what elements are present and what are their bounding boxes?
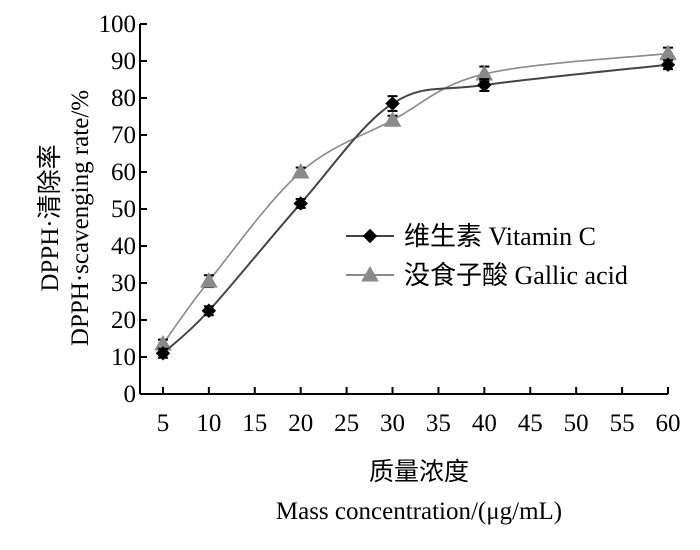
- data-point: [385, 96, 400, 111]
- x-ticks: 5 10 15 20 25 30 35 40 45 50 55 60: [157, 387, 681, 437]
- x-tick-label: 45: [518, 410, 543, 437]
- y-tick-label: 0: [124, 381, 137, 408]
- x-axis-title-cn: 质量浓度: [369, 458, 469, 486]
- series-layer: [154, 44, 677, 361]
- x-tick-label: 40: [472, 410, 497, 437]
- legend-label: 维生素 Vitamin C: [404, 222, 596, 251]
- x-tick-label: 10: [196, 410, 221, 437]
- x-tick-label: 50: [564, 410, 589, 437]
- x-tick-label: 60: [656, 410, 681, 437]
- data-point: [155, 346, 171, 361]
- legend-item: 没食子酸 Gallic acid: [346, 261, 628, 290]
- legend-marker: [361, 265, 379, 282]
- axes: 5 10 15 20 25 30 35 40 45 50 55 60 0 10 20 30 40 50 60 70 8…: [99, 11, 681, 437]
- x-tick-label: 15: [242, 410, 267, 437]
- y-tick-label: 50: [111, 196, 136, 223]
- y-tick-label: 80: [111, 85, 136, 112]
- series-gallic-acid: [154, 44, 677, 351]
- x-tick-label: 35: [426, 410, 451, 437]
- x-tick-label: 25: [334, 410, 359, 437]
- y-axis-title-cn: DPPH·清除率: [36, 144, 64, 291]
- data-point: [201, 303, 217, 318]
- x-tick-label: 30: [380, 410, 405, 437]
- x-tick-label: 55: [610, 410, 635, 437]
- legend-label: 没食子酸 Gallic acid: [404, 261, 628, 290]
- x-axis-title-en: Mass concentration/(μg/mL): [276, 498, 562, 525]
- data-point: [291, 162, 310, 179]
- data-point: [660, 57, 676, 72]
- y-tick-label: 100: [99, 11, 137, 38]
- series-line: [162, 63, 669, 355]
- y-tick-label: 40: [111, 233, 136, 260]
- data-point: [200, 272, 218, 288]
- legend-item: 维生素 Vitamin C: [346, 222, 596, 251]
- y-tick-label: 70: [111, 122, 136, 149]
- data-point: [383, 111, 402, 127]
- y-tick-label: 10: [111, 344, 136, 371]
- y-tick-label: 20: [111, 307, 136, 334]
- legend: 维生素 Vitamin C 没食子酸 Gallic acid: [346, 222, 628, 290]
- x-tick-label: 5: [157, 410, 170, 437]
- data-point: [293, 196, 308, 211]
- y-ticks: 0 10 20 30 40 50 60 70 80 90 100: [99, 11, 147, 408]
- y-tick-label: 90: [111, 48, 136, 75]
- x-tick-label: 20: [288, 410, 313, 437]
- y-tick-label: 30: [111, 270, 136, 297]
- y-tick-label: 60: [111, 159, 136, 186]
- y-axis-title-en: DPPH·scavenging rate/%: [67, 90, 94, 346]
- data-point: [477, 77, 492, 93]
- series-line: [162, 52, 669, 345]
- series-vitamin-c: [155, 57, 676, 361]
- legend-marker: [362, 228, 378, 244]
